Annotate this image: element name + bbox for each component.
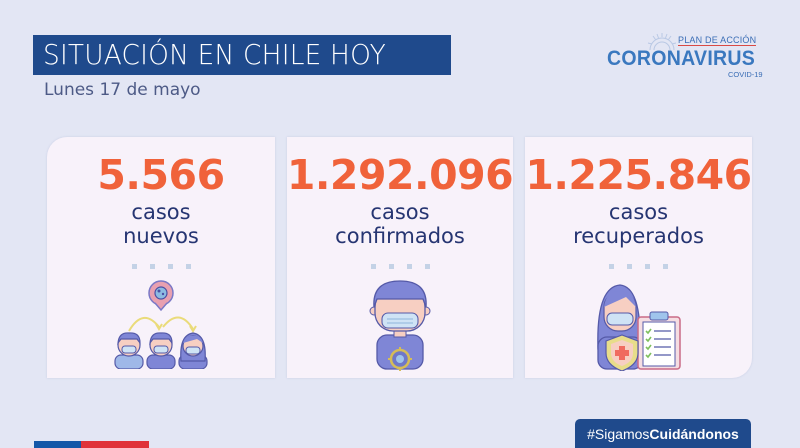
new-cases-number: 5.566 (97, 151, 225, 199)
dots-divider (131, 264, 191, 269)
label-line-2: nuevos (123, 224, 199, 248)
recovered-cases-number: 1.225.846 (525, 151, 752, 199)
confirmed-cases-card: 1.292.096 casos confirmados (286, 137, 514, 378)
flag-blue-stripe (34, 441, 81, 448)
confirmed-cases-label: casos confirmados (335, 200, 465, 248)
hashtag-badge: #Sigamos Cuidándonos (575, 419, 751, 448)
contagion-people-icon (114, 280, 208, 369)
date-label: Lunes 17 de mayo (44, 80, 201, 100)
chile-flag-bar (34, 441, 149, 448)
confirmed-cases-number: 1.292.096 (286, 151, 514, 199)
dots-divider (370, 264, 430, 269)
label-line-1: casos (131, 200, 191, 224)
flag-red-stripe (81, 441, 149, 448)
label-line-1: casos (608, 200, 669, 224)
sun-rays-icon (647, 33, 677, 50)
new-cases-label: casos nuevos (123, 200, 199, 248)
dots-divider (609, 264, 668, 269)
logo-coronavirus-text: CORONAVIRUS (607, 47, 756, 70)
recovered-cases-card: 1.225.846 casos recuperados (525, 137, 752, 378)
hashtag-prefix: #Sigamos (587, 425, 650, 442)
hashtag-bold: Cuidándonos (649, 425, 739, 442)
masked-woman-clipboard-icon (596, 284, 681, 371)
label-line-2: confirmados (335, 224, 465, 248)
coronavirus-plan-logo: PLAN DE ACCIÓN CORONAVIRUS COVID-19 (600, 30, 763, 90)
label-line-2: recuperados (573, 224, 704, 248)
recovered-cases-label: casos recuperados (573, 200, 704, 248)
page-title: SITUACIÓN EN CHILE HOY (43, 39, 386, 71)
new-cases-card: 5.566 casos nuevos (47, 137, 275, 378)
title-banner: SITUACIÓN EN CHILE HOY (33, 35, 451, 75)
masked-man-virus-icon (369, 280, 431, 371)
label-line-1: casos (370, 200, 430, 224)
logo-covid-text: COVID-19 (728, 70, 763, 79)
logo-plan-text: PLAN DE ACCIÓN (678, 35, 757, 46)
